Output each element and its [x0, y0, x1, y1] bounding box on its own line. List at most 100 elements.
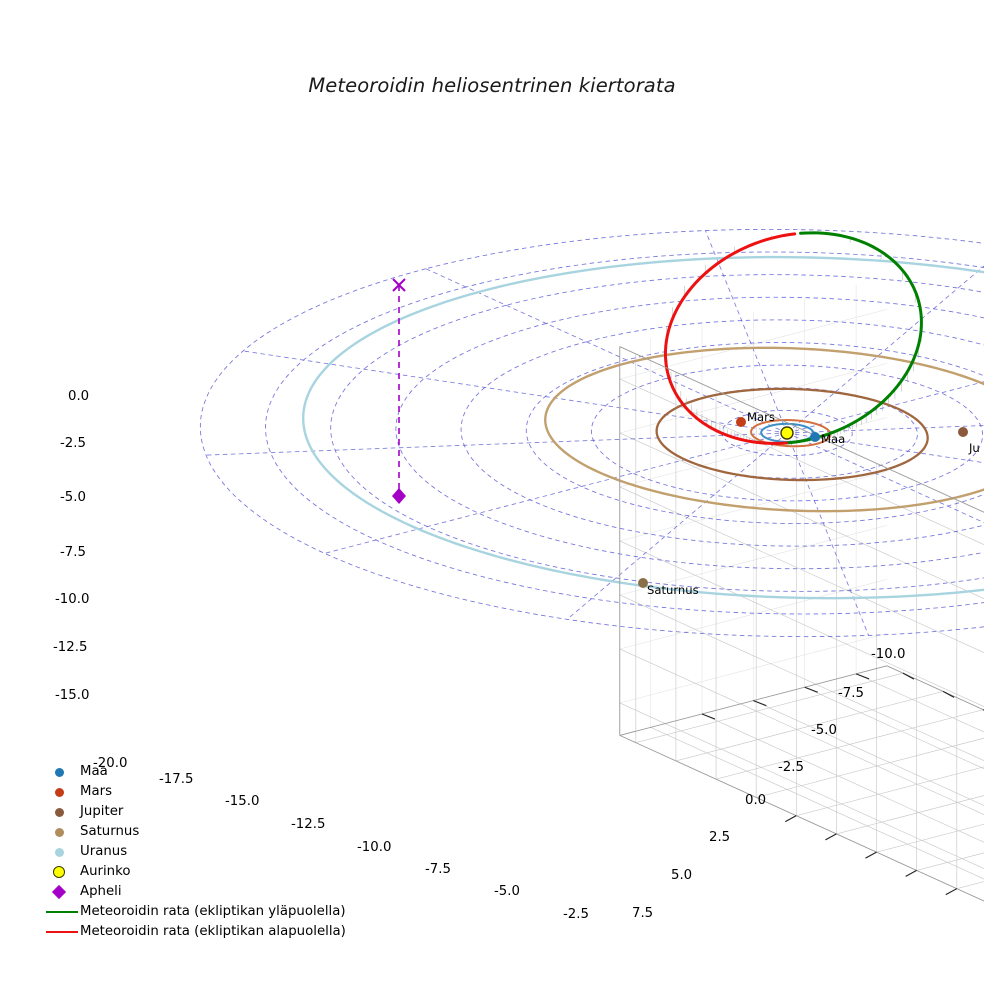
body-maa-label: Maa [821, 432, 846, 446]
orbit-stems [665, 235, 922, 444]
legend-dot-icon [44, 782, 80, 802]
polar-grid-ring [395, 296, 984, 570]
z-axis-tick-label: -10.0 [55, 592, 90, 607]
x-axis-tick-label: -10.0 [357, 840, 392, 855]
body-mars-label: Mars [747, 410, 775, 424]
x-axis-tick-label: -5.0 [494, 884, 520, 899]
legend-sun-icon [44, 862, 80, 882]
polar-grid [199, 228, 984, 638]
legend-line-icon [44, 902, 80, 922]
axis-tick-mark [701, 713, 716, 720]
axis-tick-mark [942, 690, 955, 698]
legend-item-label: Mars [80, 784, 113, 799]
legend-item-uranus[interactable]: Uranus [44, 842, 364, 862]
sun-marker [780, 426, 794, 440]
axis-tick-mark [905, 869, 917, 877]
polar-grid-ring [199, 228, 984, 638]
dot-icon [55, 828, 64, 837]
back-pane-gridline [619, 378, 984, 546]
z-axis-tick-label: -7.5 [60, 545, 86, 560]
page-title: Meteoroidin heliosentrinen kiertorata [308, 74, 676, 97]
z-axis-tick-label: -2.5 [60, 436, 86, 451]
axis-tick-mark [945, 888, 958, 896]
body-saturnus-marker [638, 578, 648, 588]
axis-tick-mark [902, 672, 915, 680]
legend-dot-icon [44, 842, 80, 862]
line-icon [46, 931, 78, 934]
legend: Maa Mars Jupiter Saturnus Uranus Aurinko Aphel… [44, 762, 364, 942]
body-maa-marker [810, 432, 820, 442]
polar-grid-spoke [786, 265, 984, 434]
legend-dot-icon [44, 802, 80, 822]
polar-grid-spoke [425, 268, 788, 434]
polar-grid-spoke [324, 432, 788, 554]
x-axis-tick-label: -15.0 [225, 794, 260, 809]
bottom-pane-gridline [855, 673, 984, 733]
axis-tick-mark [753, 700, 767, 707]
legend-dot-icon [44, 762, 80, 782]
sun-icon [53, 866, 65, 878]
right-pane-gridline [619, 525, 887, 596]
body-jupiter-marker [958, 427, 968, 437]
polar-grid-spoke [243, 350, 788, 434]
x-axis-tick-label: 0.0 [745, 793, 767, 808]
axis-tick-mark [865, 851, 877, 859]
legend-item-saturnus[interactable]: Saturnus [44, 822, 364, 842]
back-pane-gridline [619, 540, 984, 708]
axis-lines [619, 346, 984, 902]
right-pane-gridline [619, 633, 887, 704]
diamond-icon [51, 884, 67, 900]
x-axis-tick-label: -12.5 [291, 817, 326, 832]
legend-dot-icon [44, 822, 80, 842]
polar-grid-spoke [205, 432, 788, 456]
bottom-pane-gridline [796, 766, 984, 816]
axis-spine [619, 346, 984, 513]
legend-item-aurinko[interactable]: Aurinko [44, 862, 364, 882]
legend-item-jupiter[interactable]: Jupiter [44, 802, 364, 822]
meteoroid-orbit [663, 231, 923, 445]
dot-icon [55, 848, 64, 857]
orbit-jupiter [655, 387, 929, 482]
legend-item-mars[interactable]: Mars [44, 782, 364, 802]
y-axis-tick-label: -2.5 [778, 760, 804, 775]
x-axis-tick-label: 7.5 [632, 906, 654, 921]
legend-line-icon [44, 922, 80, 942]
body-jupiter-label: Ju [969, 441, 980, 455]
orbit-saturnus [544, 346, 984, 513]
x-axis-tick-label: -20.0 [93, 756, 128, 771]
bottom-pane-gridline [650, 727, 984, 880]
z-axis-tick-label: -12.5 [53, 640, 88, 655]
bottom-pane-gridline [916, 852, 984, 871]
dot-icon [55, 768, 64, 777]
x-axis-tick-label: -7.5 [425, 862, 451, 877]
axis-tick-mark [855, 673, 870, 680]
right-pane-gridline [619, 471, 887, 542]
axis-tick-mark [804, 686, 818, 693]
z-axis-tick-label: -5.0 [60, 490, 86, 505]
bottom-pane-gridline [876, 823, 984, 853]
polar-grid-ring [525, 342, 984, 524]
legend-item-label: Meteoroidin rata (ekliptikan alapuolella… [80, 924, 346, 939]
legend-item-maa[interactable]: Maa [44, 762, 364, 782]
legend-item-apheli[interactable]: Apheli [44, 882, 364, 902]
back-pane-gridline [619, 432, 984, 600]
bottom-pane-gridline [701, 713, 984, 843]
polar-grid-spoke [705, 230, 788, 434]
legend-item-rata-ylapuolella[interactable]: Meteoroidin rata (ekliptikan yläpuolella… [44, 902, 364, 922]
body-mars-marker [736, 417, 746, 427]
legend-item-label: Jupiter [80, 804, 124, 819]
legend-item-rata-alapuolella[interactable]: Meteoroidin rata (ekliptikan alapuolella… [44, 922, 364, 942]
axis-spine [619, 734, 984, 902]
apheli-marker [392, 488, 406, 504]
back-pane-gridline [619, 702, 984, 870]
bottom-pane-gridline [804, 686, 984, 770]
x-axis-tick-label: -2.5 [563, 907, 589, 922]
axis-spine [886, 665, 984, 711]
right-pane-gridline [619, 363, 887, 434]
axis-spine [619, 665, 888, 736]
legend-item-label: Saturnus [80, 824, 140, 839]
z-axis-tick-label: -15.0 [55, 688, 90, 703]
meteoroid-path-above-ecliptic [784, 231, 923, 445]
orbit-uranus [302, 255, 984, 600]
